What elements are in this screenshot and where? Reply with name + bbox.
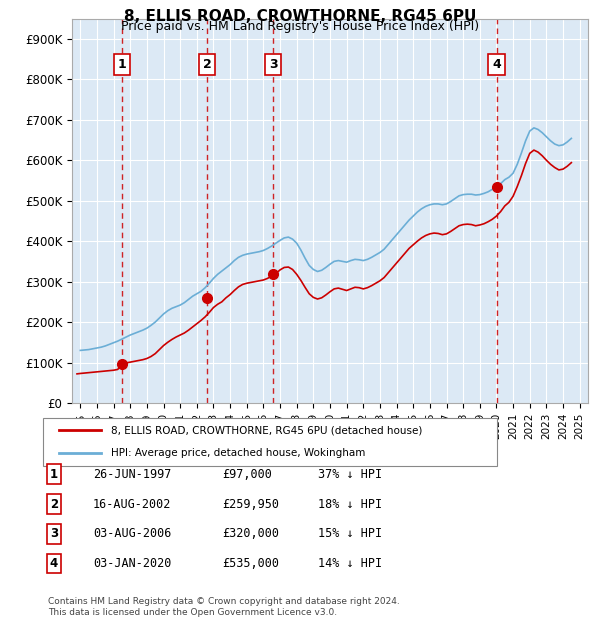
Text: £259,950: £259,950 [222, 498, 279, 510]
Text: 3: 3 [50, 528, 58, 540]
Text: 1: 1 [50, 468, 58, 481]
Text: HPI: Average price, detached house, Wokingham: HPI: Average price, detached house, Woki… [112, 448, 366, 458]
Text: 8, ELLIS ROAD, CROWTHORNE, RG45 6PU (detached house): 8, ELLIS ROAD, CROWTHORNE, RG45 6PU (det… [112, 425, 423, 435]
Text: 16-AUG-2002: 16-AUG-2002 [93, 498, 172, 510]
Text: 4: 4 [492, 58, 501, 71]
Text: 26-JUN-1997: 26-JUN-1997 [93, 468, 172, 481]
Text: £320,000: £320,000 [222, 528, 279, 540]
Text: 03-AUG-2006: 03-AUG-2006 [93, 528, 172, 540]
Text: 03-JAN-2020: 03-JAN-2020 [93, 557, 172, 570]
Text: Contains HM Land Registry data © Crown copyright and database right 2024.
This d: Contains HM Land Registry data © Crown c… [48, 598, 400, 617]
Text: 37% ↓ HPI: 37% ↓ HPI [318, 468, 382, 481]
Text: Price paid vs. HM Land Registry's House Price Index (HPI): Price paid vs. HM Land Registry's House … [121, 20, 479, 33]
Text: £97,000: £97,000 [222, 468, 272, 481]
Text: 2: 2 [203, 58, 212, 71]
Text: 3: 3 [269, 58, 278, 71]
Text: 2: 2 [50, 498, 58, 510]
Text: 8, ELLIS ROAD, CROWTHORNE, RG45 6PU: 8, ELLIS ROAD, CROWTHORNE, RG45 6PU [124, 9, 476, 24]
Text: 4: 4 [50, 557, 58, 570]
Text: 1: 1 [118, 58, 126, 71]
Text: 15% ↓ HPI: 15% ↓ HPI [318, 528, 382, 540]
Text: 18% ↓ HPI: 18% ↓ HPI [318, 498, 382, 510]
Text: £535,000: £535,000 [222, 557, 279, 570]
Text: 14% ↓ HPI: 14% ↓ HPI [318, 557, 382, 570]
FancyBboxPatch shape [43, 417, 497, 466]
